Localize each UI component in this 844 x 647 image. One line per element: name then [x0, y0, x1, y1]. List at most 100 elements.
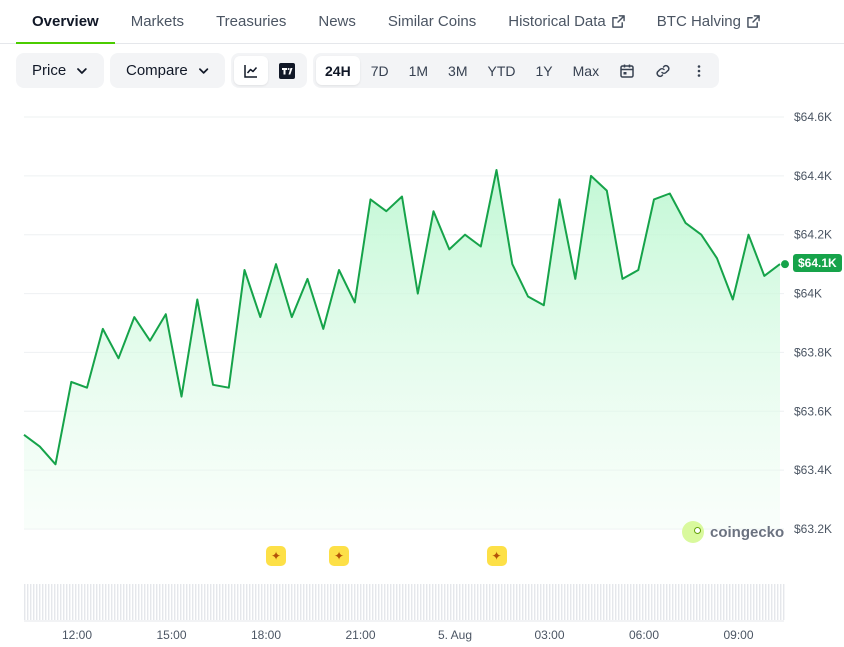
event-marker-icon[interactable]: ✦ — [266, 546, 286, 566]
tab-similar-coins[interactable]: Similar Coins — [372, 0, 492, 43]
volume-bar — [384, 584, 386, 620]
volume-bar — [372, 584, 374, 620]
price-line — [23, 169, 781, 466]
volume-bar — [342, 584, 344, 620]
volume-bar — [129, 584, 131, 620]
more-options-button[interactable] — [682, 56, 716, 85]
x-tick-label: 06:00 — [629, 628, 659, 642]
compare-dropdown[interactable]: Compare — [110, 53, 225, 88]
volume-bar — [438, 584, 440, 620]
tab-treasuries[interactable]: Treasuries — [200, 0, 302, 43]
range-1m-button[interactable]: 1M — [400, 56, 437, 85]
volume-bar — [99, 584, 101, 620]
tab-label: BTC Halving — [656, 13, 741, 30]
volume-bar — [354, 584, 356, 620]
y-tick-label: $63.6K — [794, 404, 832, 418]
y-tick-label: $64.4K — [794, 169, 832, 183]
volume-bar — [222, 584, 224, 620]
volume-bar — [699, 584, 701, 620]
volume-bar — [771, 584, 773, 620]
volume-bar — [486, 584, 488, 620]
volume-bar — [198, 584, 200, 620]
volume-bar — [528, 584, 530, 620]
coingecko-logo-icon — [682, 521, 704, 543]
price-dropdown[interactable]: Price — [16, 53, 104, 88]
tab-bar: Overview Markets Treasuries News Similar… — [0, 0, 844, 44]
x-axis: 12:00 15:00 18:00 21:00 5. Aug 03:00 06:00 09:0… — [62, 628, 754, 642]
range-ytd-button[interactable]: YTD — [479, 56, 525, 85]
range-7d-button[interactable]: 7D — [362, 56, 398, 85]
volume-bar — [111, 584, 113, 620]
volume-bar — [360, 584, 362, 620]
volume-bar — [174, 584, 176, 620]
range-label: YTD — [487, 62, 516, 79]
volume-bar — [564, 584, 566, 620]
volume-bar — [375, 584, 377, 620]
chart-type-group — [231, 53, 307, 88]
event-marker-icon[interactable]: ✦ — [486, 546, 507, 566]
volume-bar — [252, 584, 254, 620]
price-chart[interactable]: $64.6K $64.4K $64.2K $64K $63.8K $63.6K $63.4K… — [0, 100, 844, 647]
volume-bar — [84, 584, 86, 620]
volume-bar — [504, 584, 506, 620]
external-link-icon — [747, 15, 760, 28]
volume-bar — [741, 584, 743, 620]
tab-news[interactable]: News — [302, 0, 372, 43]
volume-bar — [132, 584, 134, 620]
volume-bar — [255, 584, 257, 620]
volume-bar — [705, 584, 707, 620]
volume-bar — [126, 584, 128, 620]
volume-bar — [75, 584, 77, 620]
line-chart-button[interactable] — [234, 56, 268, 85]
volume-bar — [681, 584, 683, 620]
tab-label: Historical Data — [508, 13, 606, 30]
coingecko-watermark: coingecko — [682, 521, 784, 543]
volume-bar — [537, 584, 539, 620]
volume-bar — [540, 584, 542, 620]
volume-bar — [468, 584, 470, 620]
tab-overview[interactable]: Overview — [16, 0, 115, 44]
volume-bar — [579, 584, 581, 620]
volume-bar — [153, 584, 155, 620]
volume-bar — [183, 584, 185, 620]
volume-bar — [261, 584, 263, 620]
volume-bar — [297, 584, 299, 620]
volume-bar — [459, 584, 461, 620]
event-marker-icon[interactable]: ✦ — [329, 546, 349, 566]
volume-bar — [357, 584, 359, 620]
volume-bar — [249, 584, 251, 620]
chevron-down-icon — [77, 67, 87, 74]
volume-bar — [672, 584, 674, 620]
tradingview-button[interactable] — [270, 56, 304, 85]
range-3m-button[interactable]: 3M — [439, 56, 476, 85]
range-1y-button[interactable]: 1Y — [527, 56, 562, 85]
volume-bar — [480, 584, 482, 620]
volume-bar — [666, 584, 668, 620]
volume-bar — [477, 584, 479, 620]
volume-bar — [315, 584, 317, 620]
tab-historical-data[interactable]: Historical Data — [492, 0, 641, 43]
volume-bar — [621, 584, 623, 620]
y-tick-label: $63.8K — [794, 345, 832, 359]
volume-bar — [369, 584, 371, 620]
volume-bar — [774, 584, 776, 620]
tab-btc-halving[interactable]: BTC Halving — [641, 0, 776, 43]
volume-bar — [417, 584, 419, 620]
volume-bar — [531, 584, 533, 620]
volume-bar — [420, 584, 422, 620]
share-link-button[interactable] — [646, 56, 680, 85]
volume-bar — [516, 584, 518, 620]
tab-markets[interactable]: Markets — [115, 0, 200, 43]
volume-bars — [24, 584, 785, 620]
x-tick-label: 15:00 — [156, 628, 186, 642]
range-max-button[interactable]: Max — [564, 56, 608, 85]
x-tick-label: 21:00 — [345, 628, 375, 642]
volume-bar — [72, 584, 74, 620]
volume-bar — [339, 584, 341, 620]
range-24h-button[interactable]: 24H — [316, 56, 360, 85]
volume-bar — [54, 584, 56, 620]
volume-bar — [231, 584, 233, 620]
volume-bar — [207, 584, 209, 620]
date-range-button[interactable] — [610, 56, 644, 85]
volume-bar — [600, 584, 602, 620]
